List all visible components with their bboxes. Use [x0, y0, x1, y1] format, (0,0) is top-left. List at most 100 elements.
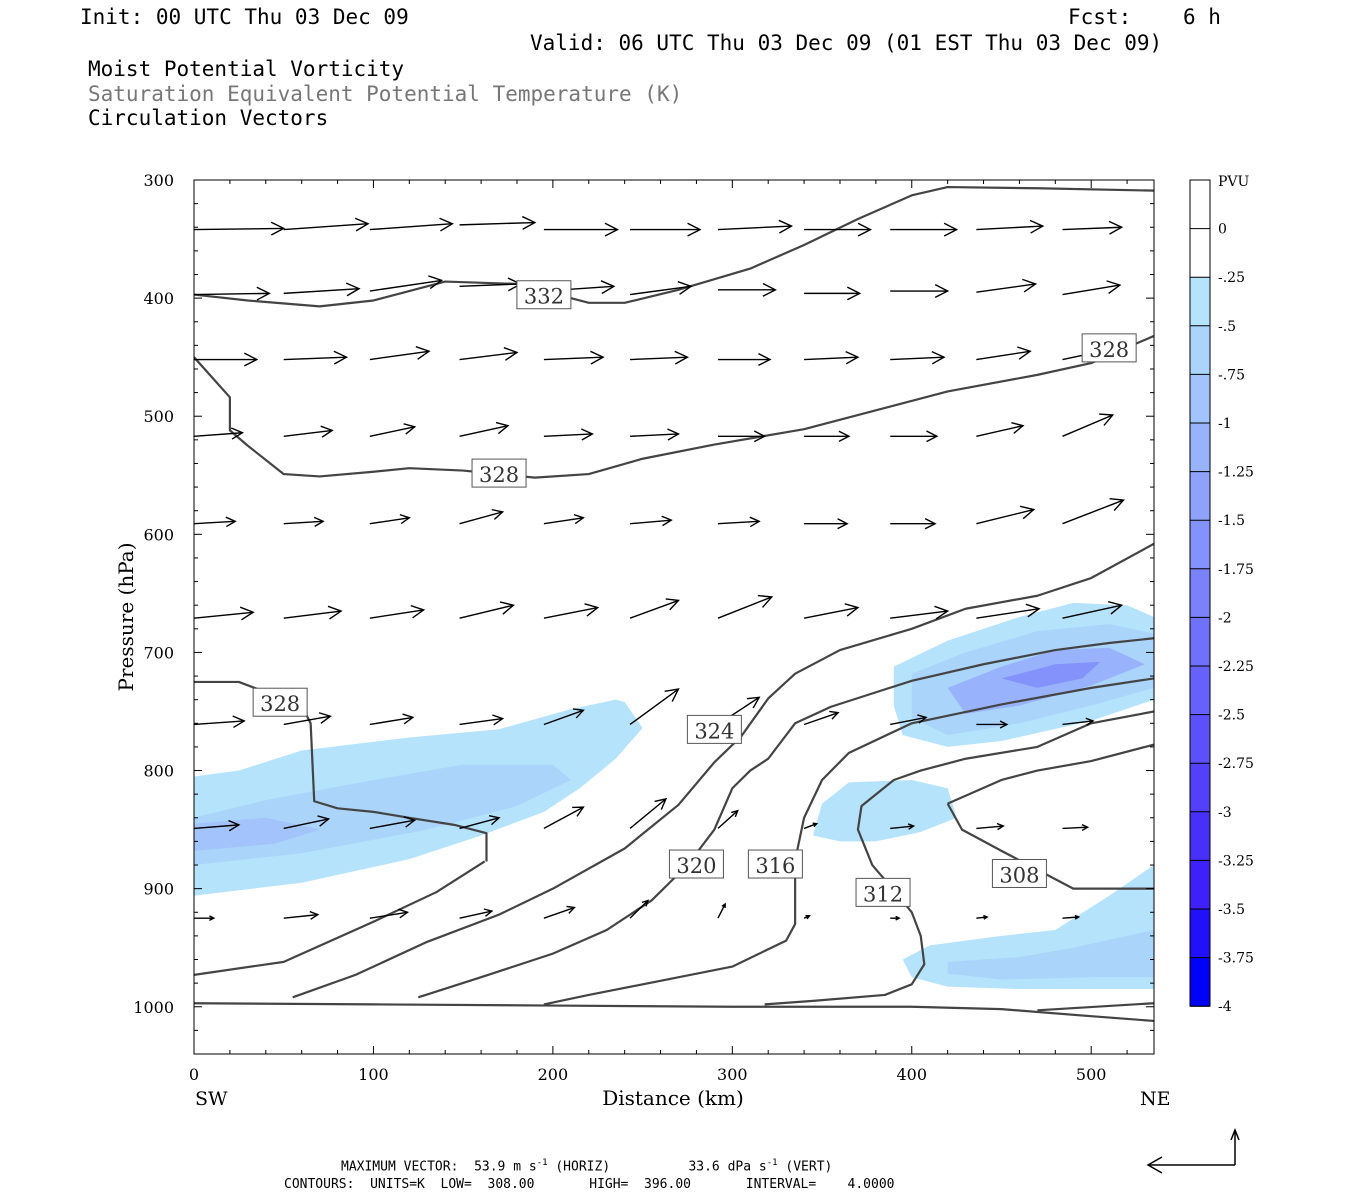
vector-arrow — [976, 278, 1038, 293]
vector-arrow — [369, 604, 426, 619]
vector-arrow — [283, 350, 349, 365]
vector-arrow — [976, 603, 1041, 619]
theta-contour-324-3 — [194, 860, 486, 976]
vector-arrow — [717, 902, 726, 919]
theta-contour-312-7 — [764, 710, 1154, 1006]
vector-arrow — [717, 352, 772, 367]
theta-contour-308-8 — [947, 743, 1154, 805]
vector-arrow — [369, 346, 431, 361]
vector-arrow — [717, 809, 739, 829]
vector-arrow — [459, 601, 515, 619]
contour-label-328: 328 — [471, 458, 527, 488]
vector-arrow — [283, 910, 320, 920]
vector-arrow — [459, 346, 519, 361]
x-tick-label: 300 — [717, 1065, 748, 1084]
vector-arrow — [804, 286, 862, 301]
colorbar-tick-label: -3.75 — [1218, 951, 1254, 967]
y-tick-label: 300 — [143, 171, 174, 190]
colorbar-swatch — [1190, 277, 1210, 326]
svg-text:328: 328 — [260, 692, 300, 716]
reference-vector-icon — [1146, 1127, 1240, 1174]
vector-arrow — [717, 282, 777, 297]
theta-contour-308-11 — [1037, 1002, 1154, 1012]
vector-arrow — [1062, 600, 1124, 619]
contour-label-332: 332 — [516, 280, 572, 310]
vector-arrow — [890, 222, 959, 237]
y-tick-label: 1000 — [133, 998, 174, 1017]
vector-arrow — [976, 219, 1045, 234]
svg-text:308: 308 — [999, 863, 1039, 887]
theta-contour-320-5 — [417, 637, 1154, 999]
vector-arrow — [804, 350, 860, 365]
vector-arrow — [194, 819, 241, 832]
vector-arrow — [976, 505, 1036, 525]
svg-text:324: 324 — [694, 719, 734, 743]
vector-arrow — [543, 350, 605, 365]
vector-arrow — [194, 606, 255, 621]
colorbar-tick-label: -4 — [1218, 999, 1232, 1015]
vector-arrow — [283, 217, 370, 232]
vector-arrow — [629, 515, 673, 527]
horiz-tag: (HORIZ) — [555, 1159, 611, 1175]
y-tick-label: 700 — [143, 643, 174, 662]
colorbar-swatch — [1190, 957, 1210, 1007]
x-tick-label: 100 — [358, 1065, 389, 1084]
axes: 0 100 200 300 400 500 300 400 500 600 700 800 900 100… — [133, 171, 1154, 1084]
vector-arrow — [890, 915, 901, 921]
svg-text:316: 316 — [755, 854, 795, 878]
colorbar-swatch — [1190, 423, 1210, 472]
colorbar-swatch — [1190, 909, 1210, 958]
vector-arrow — [630, 428, 681, 441]
field-title-theta: Saturation Equivalent Potential Temperat… — [88, 82, 683, 106]
x-axis-right-label: NE — [1140, 1088, 1171, 1110]
colorbar-tick-label: -.5 — [1218, 319, 1236, 335]
vector-arrow — [194, 915, 216, 922]
vert-tag: (VERT) — [785, 1159, 833, 1175]
vector-arrow — [629, 797, 668, 829]
y-tick-label: 400 — [143, 289, 174, 308]
vector-arrow — [459, 215, 537, 230]
vector-arrow — [1062, 914, 1081, 920]
colorbar-swatch — [1190, 180, 1210, 229]
theta-contour-308-10 — [194, 1002, 1154, 1023]
vector-arrow — [804, 518, 849, 530]
vector-arrow — [803, 603, 860, 619]
colorbar-swatch — [1190, 617, 1210, 666]
vector-arrow — [890, 350, 946, 365]
vector-arrow — [459, 508, 505, 525]
vector-arrow — [717, 594, 774, 619]
colorbar-title: PVU — [1218, 174, 1250, 190]
vector-arrow — [283, 712, 332, 726]
vert-vector-value: 33.6 — [688, 1159, 720, 1175]
colorbar-tick-label: -1.25 — [1218, 465, 1254, 481]
horiz-vector-unit: m s — [513, 1159, 537, 1175]
vector-arrow — [543, 513, 585, 525]
colorbar-swatch — [1190, 763, 1210, 812]
x-tick-label: 200 — [538, 1065, 569, 1084]
vector-arrow — [976, 914, 989, 920]
contour-label-328: 328 — [1081, 333, 1137, 363]
vector-arrow — [976, 346, 1032, 361]
vector-arrow — [283, 425, 334, 438]
colorbar-swatch — [1190, 568, 1210, 618]
vector-arrow — [976, 422, 1025, 437]
vector-arrow — [459, 277, 523, 292]
max-vector-label: MAXIMUM VECTOR: — [341, 1159, 459, 1175]
vector-arrow — [629, 598, 680, 619]
max-vector-line: MAXIMUM VECTOR: 53.9 m s-1 (HORIZ) 33.6 … — [341, 1158, 832, 1174]
field-title-vectors: Circulation Vectors — [88, 106, 329, 130]
vector-arrow — [543, 603, 600, 619]
vector-arrow — [890, 517, 937, 530]
svg-text:328: 328 — [479, 463, 519, 487]
x-axis-title: Distance (km) — [602, 1086, 744, 1110]
pv-shading — [194, 602, 1154, 990]
vector-arrow — [283, 282, 361, 297]
y-tick-label: 900 — [143, 880, 174, 899]
vector-arrow — [369, 275, 444, 292]
vector-arrow — [890, 605, 950, 620]
colorbar-tick-label: -2 — [1218, 610, 1232, 626]
colorbar-tick-label: -2.75 — [1218, 756, 1254, 772]
vector-arrow — [803, 822, 819, 830]
y-tick-label: 600 — [143, 525, 174, 544]
svg-text:332: 332 — [524, 285, 564, 309]
